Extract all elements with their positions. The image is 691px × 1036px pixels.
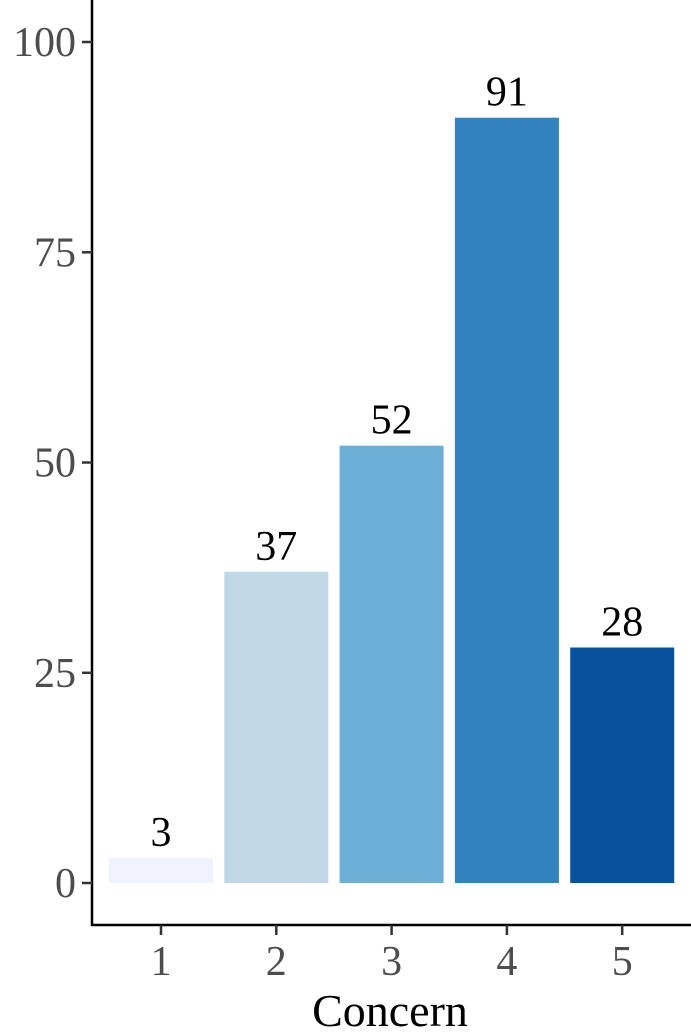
- x-tick-label-3: 3: [381, 939, 402, 985]
- data-label-1: 3: [151, 810, 172, 856]
- x-tick-label-4: 4: [496, 939, 517, 985]
- data-label-4: 91: [486, 70, 528, 116]
- data-label-3: 52: [371, 398, 413, 444]
- x-axis: 1 2 3 4 5: [91, 923, 691, 985]
- bar-4: [454, 117, 559, 883]
- bars-group: [109, 117, 675, 883]
- x-axis-title: Concern: [312, 985, 468, 1036]
- x-tick-label-5: 5: [612, 939, 633, 985]
- y-tick-label-25: 25: [34, 651, 76, 697]
- y-tick-label-75: 75: [34, 230, 76, 276]
- data-labels-group: 3 37 52 91 28: [151, 70, 644, 856]
- data-label-5: 28: [601, 600, 643, 646]
- x-tick-label-1: 1: [151, 939, 172, 985]
- y-tick-label-100: 100: [13, 20, 76, 66]
- y-axis: 0 25 50 75 100: [13, 0, 94, 926]
- x-tick-label-2: 2: [266, 939, 287, 985]
- bar-2: [224, 571, 329, 883]
- y-tick-label-50: 50: [34, 441, 76, 487]
- data-label-2: 37: [255, 524, 297, 570]
- bar-1: [109, 857, 213, 883]
- bar-3: [339, 445, 444, 883]
- bar-5: [570, 647, 675, 883]
- y-tick-label-0: 0: [55, 861, 76, 907]
